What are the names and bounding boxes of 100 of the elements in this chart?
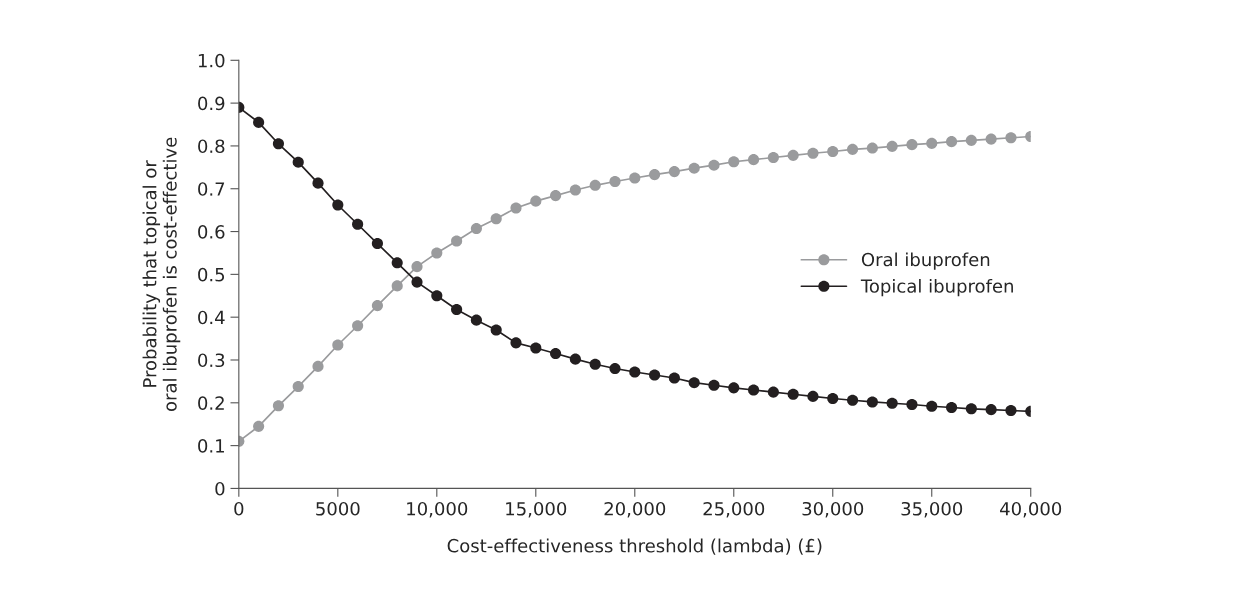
x-tick-label: 40,000 bbox=[1000, 501, 1062, 518]
point bbox=[312, 177, 324, 189]
point bbox=[312, 360, 324, 372]
x-axis-title: Cost-effectiveness threshold (lambda) (£) bbox=[447, 538, 822, 555]
point bbox=[470, 314, 482, 326]
point bbox=[926, 400, 938, 412]
x-tick-label: 25,000 bbox=[703, 501, 765, 518]
point bbox=[748, 384, 760, 396]
x-tick-label: 30,000 bbox=[802, 501, 864, 518]
point bbox=[708, 379, 720, 391]
point bbox=[510, 337, 522, 349]
point bbox=[431, 247, 443, 259]
point bbox=[332, 339, 344, 351]
y-tick-label: 0.8 bbox=[198, 139, 225, 154]
y-tick-label: 0.7 bbox=[198, 182, 225, 196]
point bbox=[827, 145, 839, 158]
y-tick-label: 0.4 bbox=[198, 310, 225, 325]
point bbox=[787, 388, 799, 400]
point bbox=[292, 156, 304, 168]
point bbox=[787, 149, 799, 161]
point bbox=[510, 202, 522, 214]
point bbox=[629, 172, 641, 184]
point bbox=[371, 237, 383, 250]
point bbox=[688, 377, 700, 389]
point bbox=[391, 257, 403, 269]
point bbox=[411, 261, 423, 273]
point bbox=[371, 300, 383, 312]
point bbox=[847, 394, 859, 406]
point bbox=[728, 156, 740, 168]
point bbox=[451, 235, 463, 247]
point bbox=[649, 369, 661, 381]
point bbox=[253, 420, 265, 432]
point bbox=[1005, 404, 1017, 417]
point bbox=[569, 184, 581, 196]
point bbox=[530, 195, 542, 207]
y-tick-label: 0.3 bbox=[198, 353, 225, 368]
point bbox=[451, 303, 463, 316]
x-tick-label: 15,000 bbox=[506, 501, 567, 518]
x-tick-label: 10,000 bbox=[407, 501, 468, 518]
y-tick-label: 0.6 bbox=[198, 225, 225, 239]
point bbox=[550, 348, 562, 360]
legend-label: Oral ibuprofen bbox=[861, 252, 990, 270]
point bbox=[609, 175, 621, 188]
point bbox=[411, 276, 423, 288]
point bbox=[926, 137, 938, 149]
y-tick-label: 0 bbox=[215, 481, 225, 496]
point bbox=[886, 140, 898, 152]
point bbox=[748, 154, 760, 166]
point bbox=[866, 396, 878, 408]
x-tick-label: 35,000 bbox=[901, 501, 963, 518]
y-axis-title: Probability that topical or oral ibuprofen is cost-effective bbox=[142, 137, 181, 411]
point bbox=[767, 386, 779, 398]
point bbox=[767, 151, 779, 164]
y-tick-label: 0.2 bbox=[198, 396, 224, 410]
y-tick-label: 0.1 bbox=[198, 439, 224, 453]
point bbox=[847, 143, 859, 155]
x-tick-label: 20,000 bbox=[604, 501, 666, 518]
point bbox=[649, 169, 661, 181]
point bbox=[530, 342, 542, 354]
point bbox=[965, 134, 977, 146]
point bbox=[589, 358, 601, 370]
point bbox=[906, 139, 918, 151]
point bbox=[1005, 132, 1017, 144]
point bbox=[569, 353, 581, 365]
point bbox=[728, 382, 740, 394]
point bbox=[965, 403, 977, 415]
point bbox=[490, 324, 502, 336]
point bbox=[253, 116, 265, 128]
point bbox=[629, 366, 641, 378]
x-tick-label: 0 bbox=[234, 501, 244, 516]
point bbox=[945, 401, 958, 414]
point bbox=[827, 392, 839, 405]
point bbox=[668, 166, 680, 178]
y-tick-label: 0.9 bbox=[198, 96, 225, 111]
point bbox=[708, 159, 720, 171]
point bbox=[470, 223, 482, 235]
point bbox=[490, 213, 502, 225]
point bbox=[906, 398, 918, 411]
point bbox=[866, 142, 878, 154]
point bbox=[688, 162, 700, 174]
point bbox=[272, 138, 284, 150]
point bbox=[985, 404, 997, 416]
y-tick-label: 0.5 bbox=[198, 267, 225, 282]
x-tick-label: 5000 bbox=[316, 501, 360, 516]
point bbox=[272, 400, 284, 412]
point bbox=[589, 179, 601, 191]
y-tick-label: 1.0 bbox=[198, 53, 225, 68]
point bbox=[668, 372, 680, 384]
point bbox=[391, 280, 403, 292]
point bbox=[807, 147, 819, 159]
legend-label: Topical ibuprofen bbox=[860, 278, 1013, 297]
point bbox=[352, 320, 364, 332]
point bbox=[609, 363, 621, 375]
point bbox=[985, 133, 997, 145]
point bbox=[807, 390, 819, 402]
point bbox=[431, 290, 443, 302]
point bbox=[352, 218, 364, 230]
point bbox=[332, 199, 344, 211]
point bbox=[886, 397, 898, 409]
point bbox=[945, 136, 958, 148]
